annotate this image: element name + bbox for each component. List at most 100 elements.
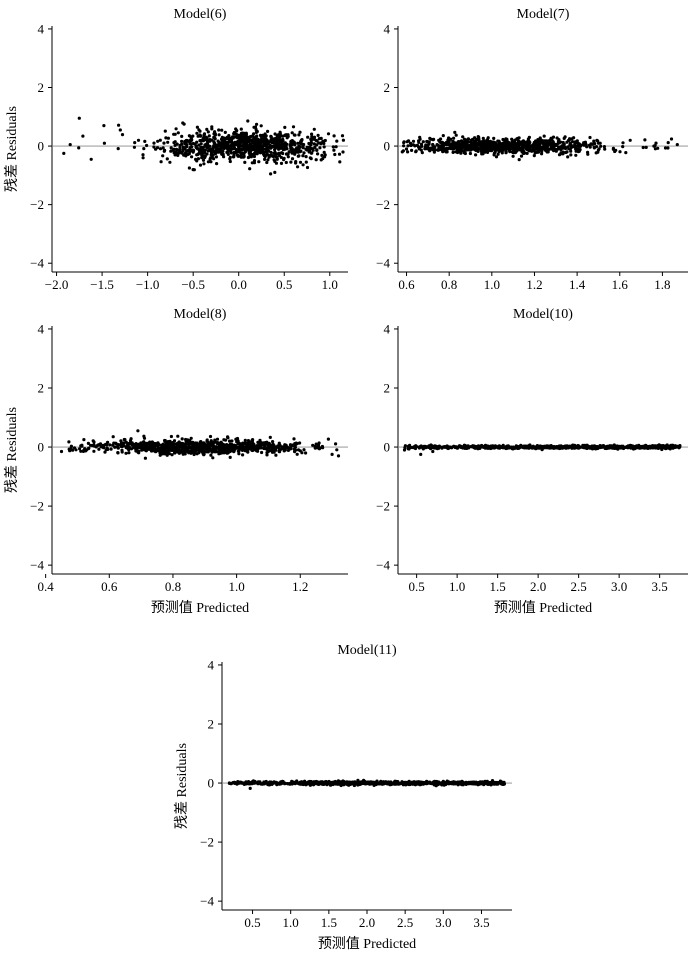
data-point	[189, 136, 193, 140]
data-point	[214, 446, 218, 450]
data-point	[437, 780, 441, 785]
data-point	[239, 131, 244, 135]
data-point	[499, 445, 503, 449]
data-point	[74, 448, 78, 452]
data-point	[155, 448, 159, 452]
data-point	[451, 150, 455, 154]
data-point	[456, 783, 460, 787]
data-point	[190, 155, 194, 159]
data-point	[467, 144, 472, 148]
data-point	[402, 448, 407, 452]
data-point	[227, 137, 231, 141]
data-point	[302, 448, 306, 452]
data-point	[185, 145, 189, 149]
data-point	[102, 124, 106, 128]
data-point	[152, 441, 157, 446]
data-point	[461, 445, 465, 449]
data-point	[470, 142, 474, 146]
data-point	[366, 780, 370, 784]
data-point	[86, 441, 90, 445]
data-point	[427, 445, 431, 449]
data-point	[135, 445, 139, 449]
data-point	[406, 139, 411, 143]
y-tick-label: 0	[384, 440, 391, 455]
data-point	[298, 130, 302, 134]
data-point	[253, 148, 257, 152]
data-point	[123, 438, 127, 442]
data-point	[165, 453, 169, 457]
data-point	[473, 782, 477, 786]
data-point	[306, 135, 310, 139]
data-point	[318, 146, 322, 150]
data-point	[542, 134, 546, 138]
data-point	[187, 166, 191, 170]
data-point	[276, 782, 281, 786]
data-point	[653, 147, 658, 151]
data-point	[272, 450, 276, 454]
data-point	[525, 146, 530, 150]
data-point	[486, 445, 490, 449]
data-point	[459, 151, 463, 155]
data-point	[474, 145, 478, 149]
data-point	[297, 782, 301, 786]
data-point	[269, 172, 273, 176]
data-point	[259, 124, 263, 128]
data-point	[187, 134, 191, 138]
data-point	[336, 454, 341, 458]
data-point	[594, 145, 599, 149]
data-point	[258, 142, 262, 146]
data-point	[260, 148, 264, 152]
data-point	[542, 145, 546, 149]
data-point	[118, 443, 122, 447]
data-point	[249, 155, 253, 159]
x-tick-label: 1.0	[484, 277, 500, 292]
data-point	[163, 438, 167, 443]
data-point	[194, 157, 198, 161]
data-point	[141, 156, 145, 160]
data-point	[152, 449, 156, 453]
data-point	[446, 146, 450, 151]
data-point	[209, 440, 213, 444]
data-point	[155, 146, 160, 150]
data-point	[218, 444, 222, 448]
data-point	[158, 147, 163, 151]
data-point	[407, 444, 412, 448]
data-point	[561, 150, 565, 154]
data-point	[280, 151, 284, 155]
data-point	[244, 137, 248, 141]
data-point	[646, 445, 651, 449]
data-point	[117, 123, 121, 127]
data-point	[378, 781, 382, 785]
data-point	[289, 147, 293, 151]
data-point	[483, 147, 487, 151]
data-point	[265, 160, 269, 165]
data-point	[201, 158, 206, 162]
y-tick-label: −4	[376, 256, 390, 271]
data-point	[219, 137, 224, 141]
data-point	[163, 148, 167, 152]
data-point	[452, 136, 456, 140]
data-point	[259, 440, 263, 444]
data-point	[517, 158, 521, 162]
data-point	[235, 439, 239, 443]
data-point	[252, 151, 256, 156]
data-point	[174, 127, 178, 131]
data-point	[243, 438, 247, 442]
data-point	[92, 449, 96, 453]
data-point	[411, 143, 415, 147]
data-point	[572, 446, 577, 450]
data-point	[428, 781, 432, 785]
data-point	[292, 437, 296, 441]
data-point	[533, 147, 537, 151]
data-point	[260, 443, 264, 447]
data-point	[423, 147, 427, 151]
data-point	[463, 144, 467, 148]
data-point	[349, 781, 353, 785]
data-point	[374, 781, 378, 785]
data-point	[431, 449, 435, 454]
data-point	[401, 149, 405, 153]
data-point	[241, 135, 246, 139]
data-point	[89, 443, 93, 447]
